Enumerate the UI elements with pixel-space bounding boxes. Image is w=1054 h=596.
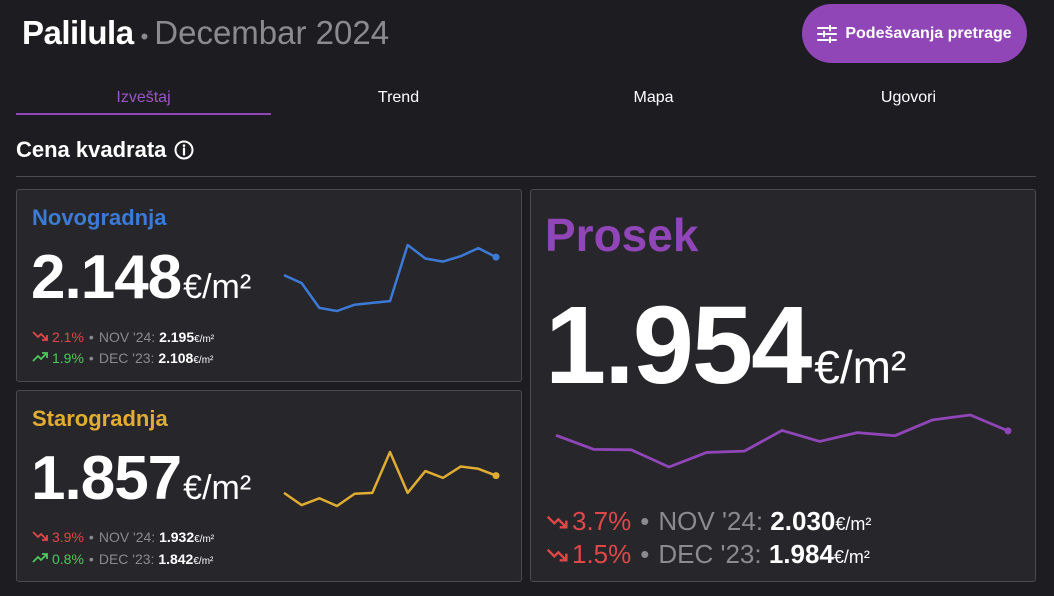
section-header: Cena kvadrata — [16, 134, 194, 166]
bullet: • — [88, 329, 94, 345]
trend-down-icon — [32, 531, 48, 541]
period-title: Decembar 2024 — [154, 14, 390, 51]
tab-bar: Izveštaj Trend Mapa Ugovori — [16, 80, 1036, 116]
starogradnja-dec-value: 1.842 — [158, 551, 194, 567]
bullet: • — [640, 506, 650, 536]
tab-izvestaj[interactable]: Izveštaj — [16, 80, 271, 116]
starogradnja-title: Starogradnja — [32, 406, 168, 431]
starogradnja-nov-unit: €/m² — [194, 534, 215, 545]
novogradnja-title: Novogradnja — [32, 205, 167, 230]
novogradnja-dec-pct: 1.9% — [52, 350, 84, 366]
starogradnja-dec-pct: 0.8% — [52, 551, 84, 567]
starogradnja-sparkline-line — [283, 450, 497, 508]
bullet: • — [88, 551, 94, 567]
info-icon[interactable] — [174, 140, 194, 160]
prosek-nov-value: 2.030 — [770, 506, 836, 536]
location-title: Palilula — [22, 14, 134, 51]
prosek-stat-nov: 3.7% • NOV '24: 2.030 €/m² — [546, 506, 871, 537]
title-separator: • — [140, 24, 149, 49]
starogradnja-dec-label: DEC '23: — [98, 551, 155, 567]
prosek-dec-label: DEC '23: — [658, 539, 762, 569]
starogradnja-stat-nov: 3.9% • NOV '24: 1.932 €/m² — [32, 529, 214, 545]
novogradnja-dec-unit: €/m² — [193, 355, 214, 366]
novogradnja-stat-dec: 1.9% • DEC '23: 2.108 €/m² — [32, 350, 213, 366]
prosek-sparkline-line — [555, 413, 1009, 469]
novogradnja-nov-label: NOV '24: — [98, 329, 156, 345]
starogradnja-nov-value: 1.932 — [159, 529, 195, 545]
trend-down-icon — [546, 515, 568, 529]
prosek-nov-label: NOV '24: — [658, 506, 764, 536]
prosek-nov-pct: 3.7% — [572, 506, 632, 536]
starogradnja-sparkline-last-point — [492, 472, 500, 480]
novogradnja-card: Novogradnja 2.148 €/m² 2.1% • NOV '24: 2… — [16, 189, 522, 382]
novogradnja-dec-label: DEC '23: — [98, 350, 155, 366]
prosek-dec-pct: 1.5% — [572, 539, 632, 569]
novogradnja-unit: €/m² — [183, 268, 252, 306]
trend-up-icon — [32, 553, 48, 563]
search-settings-label: Podešavanja pretrage — [845, 24, 1012, 42]
tab-trend[interactable]: Trend — [377, 89, 420, 106]
novogradnja-price: 2.148 €/m² — [31, 242, 251, 313]
trend-up-icon — [32, 352, 48, 362]
bullet: • — [88, 529, 94, 545]
tab-ugovori[interactable]: Ugovori — [880, 89, 937, 106]
page-header: Palilula • Decembar 2024 — [22, 14, 389, 58]
starogradnja-price: 1.857 €/m² — [31, 443, 251, 514]
novogradnja-value: 2.148 — [31, 243, 182, 312]
prosek-nov-unit: €/m² — [835, 514, 872, 534]
sliders-icon — [817, 24, 838, 43]
bullet: • — [88, 350, 94, 366]
novogradnja-stat-nov: 2.1% • NOV '24: 2.195 €/m² — [32, 329, 214, 345]
starogradnja-value: 1.857 — [31, 444, 182, 513]
novogradnja-dec-value: 2.108 — [158, 350, 194, 366]
bullet: • — [640, 539, 650, 569]
novogradnja-nov-pct: 2.1% — [52, 329, 84, 345]
prosek-dec-unit: €/m² — [833, 547, 870, 567]
starogradnja-unit: €/m² — [183, 469, 252, 507]
starogradnja-dec-unit: €/m² — [193, 556, 214, 567]
trend-down-icon — [546, 548, 568, 562]
prosek-sparkline — [555, 413, 1012, 469]
novogradnja-sparkline-last-point — [492, 253, 500, 261]
novogradnja-nov-unit: €/m² — [194, 334, 215, 345]
starogradnja-stat-dec: 0.8% • DEC '23: 1.842 €/m² — [32, 551, 213, 567]
starogradnja-sparkline — [283, 450, 500, 508]
starogradnja-nov-label: NOV '24: — [98, 529, 156, 545]
prosek-unit: €/m² — [814, 341, 907, 393]
prosek-dec-value: 1.984 — [768, 539, 834, 569]
trend-down-icon — [32, 331, 48, 341]
novogradnja-sparkline-line — [283, 243, 497, 313]
novogradnja-sparkline — [283, 243, 500, 313]
starogradnja-nov-pct: 3.9% — [52, 529, 84, 545]
prosek-sparkline-last-point — [1004, 427, 1012, 435]
prosek-stat-dec: 1.5% • DEC '23: 1.984 €/m² — [546, 539, 870, 570]
prosek-card: Prosek 1.954 €/m² 3.7% • NOV '24: 2.030 … — [530, 189, 1036, 582]
prosek-value: 1.954 — [545, 284, 812, 407]
starogradnja-card: Starogradnja 1.857 €/m² 3.9% • NOV '24: … — [16, 390, 522, 582]
section-title: Cena kvadrata — [16, 137, 167, 162]
section-divider — [16, 176, 1036, 177]
prosek-price: 1.954 €/m² — [545, 282, 906, 409]
novogradnja-nov-value: 2.195 — [159, 329, 195, 345]
search-settings-button[interactable]: Podešavanja pretrage — [802, 4, 1027, 63]
prosek-title: Prosek — [545, 209, 699, 261]
tab-mapa[interactable]: Mapa — [633, 89, 674, 106]
